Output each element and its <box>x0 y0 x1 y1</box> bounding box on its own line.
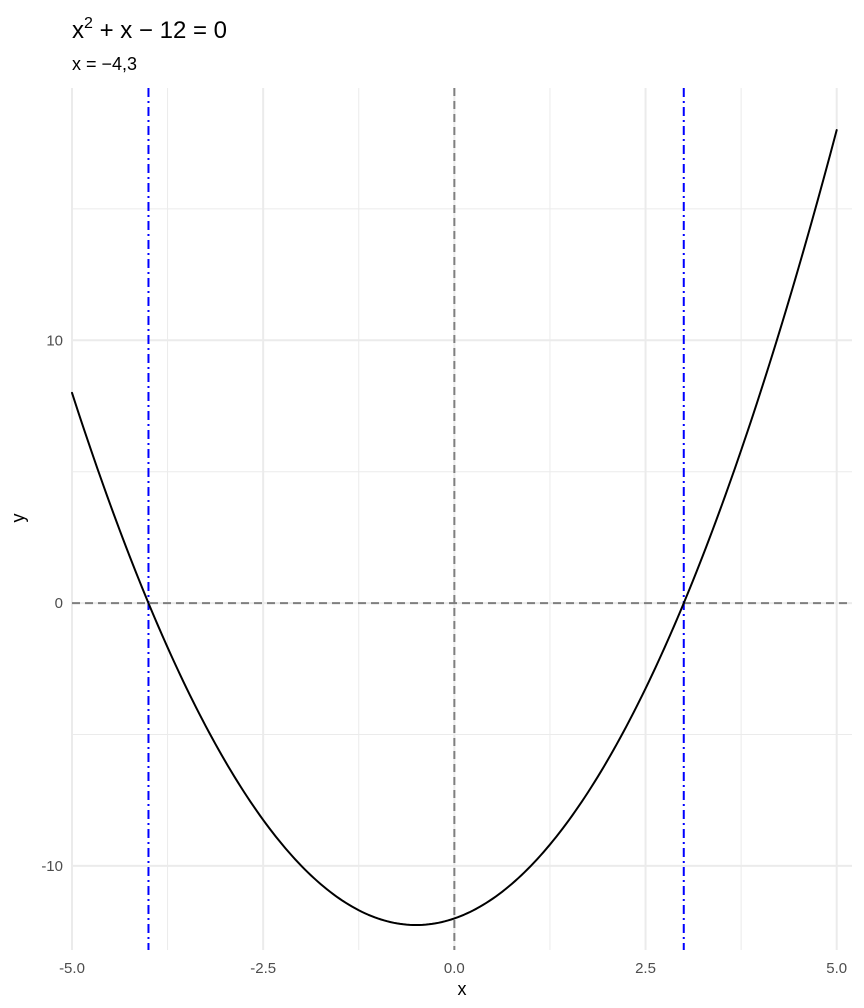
y-tick-label: -10 <box>41 858 63 875</box>
x-tick-label: -5.0 <box>59 960 85 977</box>
title-superscript: 2 <box>84 15 93 32</box>
y-tick-label: 10 <box>46 332 63 349</box>
x-tick-label: 5.0 <box>826 960 847 977</box>
title-rest: + x − 12 = 0 <box>93 17 227 44</box>
chart-subtitle: x = −4,3 <box>72 54 137 74</box>
title-base: x <box>72 17 84 44</box>
x-tick-label: 2.5 <box>635 960 656 977</box>
y-tick-label: 0 <box>55 595 63 612</box>
x-tick-label: -2.5 <box>250 960 276 977</box>
parabola-curve <box>71 129 838 927</box>
x-tick-label: 0.0 <box>444 960 465 977</box>
tick-label-layer: -5.0 -2.5 0.0 2.5 5.0 -10 0 10 <box>41 332 847 977</box>
chart-title: x2 + x − 12 = 0 <box>72 15 227 44</box>
x-axis-title: x <box>458 979 467 999</box>
grid-layer <box>71 88 852 950</box>
y-axis-title: y <box>8 514 28 523</box>
curve-layer <box>71 129 838 927</box>
reference-lines-layer <box>72 88 852 950</box>
